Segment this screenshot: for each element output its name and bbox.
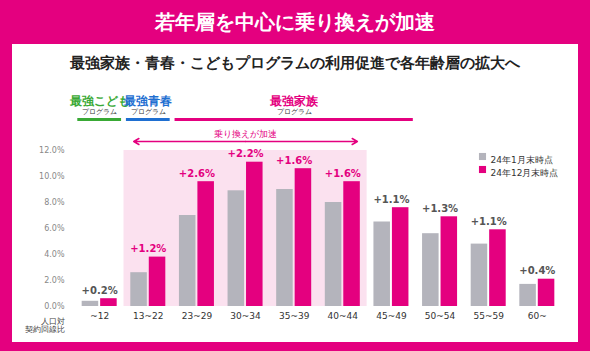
svg-text:24年12月末時点: 24年12月末時点	[491, 168, 559, 178]
svg-text:4.0%: 4.0%	[44, 250, 65, 259]
svg-text:最強青春: 最強青春	[123, 94, 172, 108]
svg-text:35~39: 35~39	[279, 311, 310, 321]
svg-text:50~54: 50~54	[425, 311, 456, 321]
html-text:最強家族・青春・こどもプログラムの利用促進で各年齢層の拡大へ: 最強家族・青春・こどもプログラムの利用促進で各年齢層の拡大へ	[70, 54, 520, 72]
svg-text:30~34: 30~34	[230, 311, 261, 321]
svg-text:プログラム: プログラム	[82, 108, 117, 116]
svg-text:55~59: 55~59	[473, 311, 504, 321]
svg-text:プログラム: プログラム	[131, 108, 166, 116]
svg-text:+0.2%: +0.2%	[82, 285, 118, 296]
svg-text:+1.2%: +1.2%	[130, 243, 166, 254]
svg-text:6.0%: 6.0%	[44, 224, 65, 233]
svg-text:+1.1%: +1.1%	[373, 194, 409, 205]
svg-text:2.0%: 2.0%	[44, 276, 65, 285]
svg-text:+1.6%: +1.6%	[276, 155, 312, 166]
svg-text:最強家族: 最強家族	[269, 94, 319, 108]
svg-text:+2.6%: +2.6%	[179, 168, 215, 179]
svg-text:13~22: 13~22	[133, 311, 163, 321]
svg-text:+1.3%: +1.3%	[422, 203, 458, 214]
svg-text:40~44: 40~44	[328, 311, 359, 321]
svg-text:+0.4%: +0.4%	[519, 265, 555, 276]
svg-text:+1.6%: +1.6%	[325, 168, 361, 179]
html-text:若年層を中心に乗り換えが加速: 若年層を中心に乗り換えが加速	[155, 10, 435, 34]
svg-text:~12: ~12	[90, 311, 109, 321]
svg-text:45~49: 45~49	[376, 311, 407, 321]
svg-text:0.0%: 0.0%	[44, 302, 65, 311]
svg-text:8.0%: 8.0%	[44, 198, 65, 207]
svg-text:10.0%: 10.0%	[39, 172, 65, 181]
svg-text:+1.1%: +1.1%	[471, 216, 507, 227]
svg-text:12.0%: 12.0%	[39, 146, 65, 155]
svg-text:60~: 60~	[528, 311, 547, 321]
svg-text:乗り換えが加速: 乗り換えが加速	[214, 129, 277, 139]
svg-text:人口対契約回線比: 人口対契約回線比	[25, 317, 65, 334]
svg-text:+2.2%: +2.2%	[227, 148, 263, 159]
svg-text:23~29: 23~29	[182, 311, 213, 321]
svg-text:プログラム: プログラム	[277, 108, 312, 116]
svg-text:最強こども: 最強こども	[69, 94, 130, 108]
svg-text:24年1月末時点: 24年1月末時点	[491, 155, 553, 165]
